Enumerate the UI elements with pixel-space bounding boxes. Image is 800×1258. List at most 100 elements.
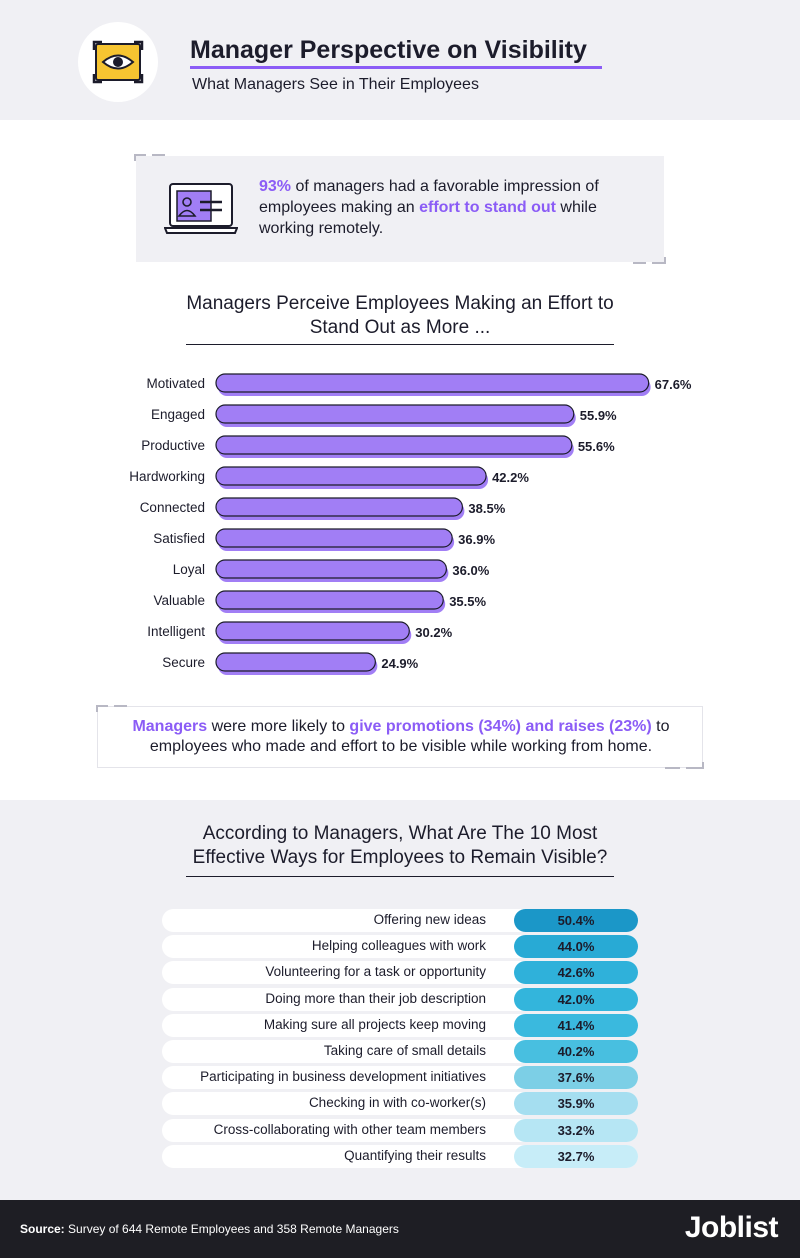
stat-card: 93% of managers had a favorable impressi… (134, 154, 666, 264)
brand-logo: Joblist (684, 1211, 779, 1244)
bar-category-label: Hardworking (129, 469, 205, 484)
corner-bracket-bottom-right (633, 257, 666, 264)
bar-value-label: 36.0% (452, 563, 489, 578)
table-row: Taking care of small details 40.2% (162, 1039, 638, 1063)
bar-group: Satisfied 36.9% (153, 528, 495, 551)
way-value-pill: 35.9% (514, 1092, 638, 1116)
bar-group: Secure 24.9% (162, 652, 419, 675)
bar (215, 559, 447, 579)
way-label: Offering new ideas (373, 912, 486, 927)
chart2-title-rule (186, 876, 614, 877)
bar-category-label: Intelligent (147, 624, 205, 639)
bar (215, 435, 573, 455)
bar-value-label: 38.5% (468, 501, 505, 516)
chart2-title: According to Managers, What Are The 10 M… (192, 823, 608, 868)
title-underline (190, 66, 602, 69)
way-value-pill: 44.0% (514, 935, 638, 959)
bar-group: Connected 38.5% (140, 497, 506, 520)
bar (215, 404, 575, 424)
bar (215, 621, 410, 641)
footer: Source: Survey of 644 Remote Employees a… (0, 1200, 800, 1258)
bar-category-label: Engaged (151, 407, 205, 422)
bar (215, 652, 376, 672)
bar-value-label: 35.5% (449, 594, 486, 609)
bar-category-label: Connected (140, 500, 205, 515)
stat-highlight: effort to stand out (419, 199, 556, 216)
bar-value-label: 67.6% (655, 377, 692, 392)
employee-laptop-icon (164, 183, 238, 234)
bar-category-label: Satisfied (153, 531, 205, 546)
page-title: Manager Perspective on Visibility (190, 36, 587, 64)
note-text-part: to employees who made and effort to be v… (149, 718, 670, 755)
chart1-title: Managers Perceive Employees Making an Ef… (186, 293, 614, 338)
source-label: Source: (20, 1222, 65, 1236)
way-value-pill: 37.6% (514, 1066, 638, 1090)
note-card: Managers were more likely to give promot… (96, 705, 704, 769)
bar-group: Intelligent 30.2% (147, 621, 453, 644)
bar-value-label: 42.2% (492, 470, 529, 485)
chart1-title-rule (186, 344, 614, 345)
source-note: Source: Survey of 644 Remote Employees a… (20, 1222, 399, 1236)
source-text: Survey of 644 Remote Employees and 358 R… (64, 1222, 399, 1236)
way-value-pill: 50.4% (514, 909, 638, 932)
table-row: Volunteering for a task or opportunity 42… (162, 961, 638, 985)
bar-category-label: Productive (141, 438, 205, 453)
header: Manager Perspective on Visibility What M… (0, 0, 800, 120)
bar-group: Hardworking 42.2% (129, 466, 529, 489)
table-row: Checking in with co-worker(s) 35.9% (162, 1092, 638, 1116)
bar-group: Valuable 35.5% (153, 590, 487, 613)
bar-group: Productive 55.6% (141, 435, 615, 458)
bar-value-label: 55.9% (580, 408, 617, 423)
corner-bracket-bottom-right (665, 762, 704, 769)
way-value-pill: 40.2% (514, 1039, 638, 1063)
way-value-pill: 41.4% (514, 1013, 638, 1037)
way-value-pill: 42.6% (514, 961, 638, 985)
bar-category-label: Motivated (146, 376, 205, 391)
stat-text: 93% of managers had a favorable impressi… (259, 176, 649, 239)
table-row: Making sure all projects keep moving 41.4… (162, 1013, 638, 1037)
bar-value-label: 55.6% (578, 439, 615, 454)
way-label: Doing more than their job description (265, 990, 486, 1006)
stat-text-part: of managers had a favorable impression o… (259, 178, 599, 216)
way-label: Participating in business development in… (200, 1069, 486, 1085)
way-label: Cross-collaborating with other team memb… (213, 1121, 486, 1137)
way-label: Helping colleagues with work (311, 938, 486, 954)
note-lead: Managers (132, 718, 208, 735)
table-row: Doing more than their job description 42.… (162, 987, 638, 1011)
logo-badge (78, 22, 158, 102)
bar (215, 590, 444, 610)
bar-category-label: Valuable (153, 593, 205, 608)
bar-group: Motivated 67.6% (146, 373, 692, 396)
table-row: Participating in business development in… (162, 1066, 638, 1090)
bar-group: Loyal 36.0% (173, 559, 490, 582)
corner-bracket-top-left (134, 154, 165, 161)
table-row: Cross-collaborating with other team memb… (162, 1118, 638, 1142)
way-label: Quantifying their results (344, 1147, 486, 1163)
bar-value-label: 24.9% (381, 656, 418, 671)
visibility-ways-list: Offering new ideas 50.4% Helping colleague… (162, 909, 638, 1171)
perception-bar-chart: Motivated 67.6% Engaged 55.9% Productive 55.6… (129, 373, 692, 675)
eye-target-icon (92, 40, 144, 84)
way-value-pill: 32.7% (514, 1144, 638, 1168)
bar (215, 466, 487, 486)
note-text-part: were more likely to (207, 718, 350, 735)
corner-bracket-top-left (96, 705, 127, 712)
bar-value-label: 36.9% (458, 532, 495, 547)
note-highlight: give promotions (34%) and raises (23%) (349, 718, 652, 735)
page-subtitle: What Managers See in Their Employees (192, 76, 479, 93)
way-label: Making sure all projects keep moving (263, 1016, 486, 1032)
way-value-pill: 42.0% (514, 987, 638, 1011)
note-text: Managers were more likely to give promot… (98, 717, 704, 757)
way-label: Checking in with co-worker(s) (308, 1095, 486, 1111)
stat-text-part: while working remotely. (259, 199, 597, 237)
table-row: Offering new ideas 50.4% (162, 909, 638, 932)
bar (215, 497, 463, 517)
table-row: Helping colleagues with work 44.0% (162, 935, 638, 959)
bar-value-label: 30.2% (415, 625, 452, 640)
way-label: Volunteering for a task or opportunity (265, 964, 486, 980)
bar (215, 528, 453, 548)
way-value-pill: 33.2% (514, 1118, 638, 1142)
table-row: Quantifying their results 32.7% (162, 1144, 638, 1168)
bar-category-label: Loyal (173, 562, 205, 577)
stat-percent: 93% (259, 178, 292, 195)
